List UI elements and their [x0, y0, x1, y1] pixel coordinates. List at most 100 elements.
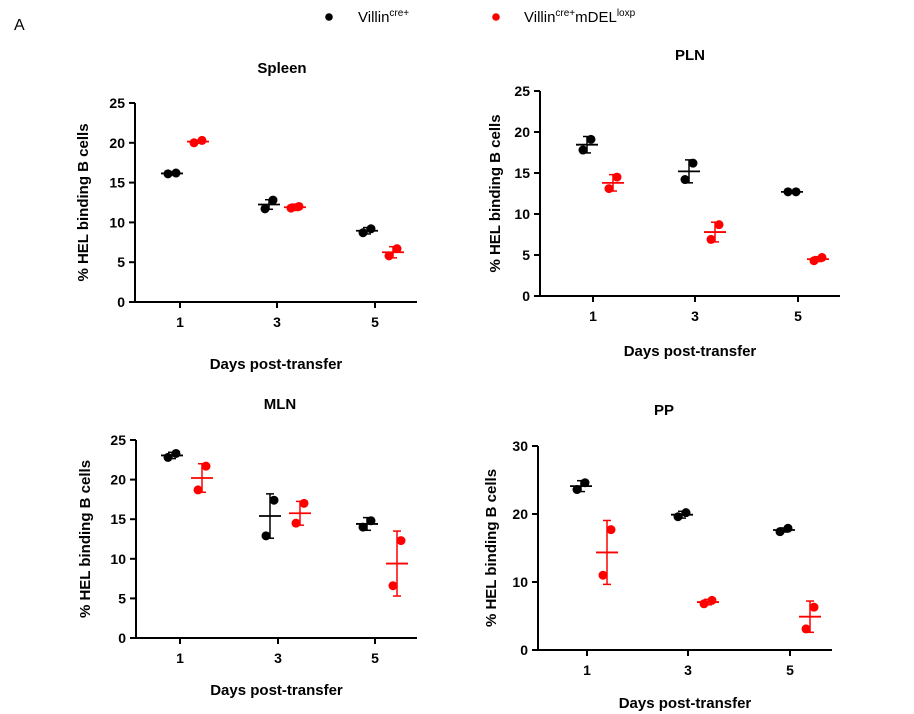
data-point	[783, 523, 793, 533]
series-control	[576, 134, 803, 197]
y-tick-label: 15	[110, 511, 126, 527]
legend-label-suffix: mDEL	[575, 9, 617, 26]
chart-pln: PLN 0 5 10 15 20 25 1 3 5 Days post-transfer % HEL …	[487, 47, 840, 360]
series-control	[570, 478, 795, 537]
data-point	[396, 536, 406, 546]
series-mutant	[596, 519, 821, 634]
x-tick-label: 5	[786, 662, 794, 678]
x-tick-label: 1	[176, 314, 184, 330]
y-tick-label: 10	[109, 214, 125, 230]
legend-label: Villincre+mDELloxp	[524, 8, 636, 26]
y-tick-label: 0	[117, 294, 125, 310]
data-point	[286, 203, 296, 213]
legend-label-superscript: cre+	[389, 8, 409, 19]
x-tick-label: 5	[794, 308, 802, 324]
data-point	[706, 234, 716, 244]
data-point	[572, 485, 582, 495]
x-tick-label: 3	[691, 308, 699, 324]
y-tick-label: 10	[512, 574, 528, 590]
data-point	[578, 145, 588, 155]
data-point	[681, 508, 691, 518]
data-point	[606, 525, 616, 535]
data-point	[260, 204, 270, 214]
data-point	[783, 187, 793, 197]
chart-spleen: Spleen 0 5 10 15 20 25 1 3 5 Days post-transfer % H…	[75, 60, 417, 373]
series-mutant	[191, 461, 408, 597]
data-point	[171, 168, 181, 178]
legend: Villincre+ Villincre+mDELloxp	[325, 8, 636, 26]
y-tick-label: 0	[522, 288, 530, 304]
data-point	[714, 220, 724, 230]
legend-label: Villincre+	[358, 8, 409, 26]
chart-title: Spleen	[257, 60, 306, 77]
data-point	[707, 595, 717, 605]
legend-marker	[325, 13, 333, 21]
legend-label-superscript: cre+	[555, 8, 575, 19]
data-point	[201, 461, 211, 471]
y-tick-label: 25	[514, 83, 530, 99]
data-point	[775, 527, 785, 537]
y-tick-label: 5	[118, 590, 126, 606]
y-tick-label: 20	[109, 135, 125, 151]
data-point	[801, 624, 811, 634]
x-tick-label: 1	[176, 650, 184, 666]
data-point	[598, 570, 608, 580]
chart-title: PLN	[675, 47, 705, 64]
panel-label: A	[14, 17, 25, 34]
data-point	[817, 252, 827, 262]
data-point	[388, 581, 398, 591]
data-point	[193, 485, 203, 495]
data-point	[392, 244, 402, 254]
y-tick-label: 20	[512, 506, 528, 522]
data-point	[688, 158, 698, 168]
x-tick-label: 5	[371, 314, 379, 330]
x-tick-label: 3	[684, 662, 692, 678]
data-point	[809, 602, 819, 612]
y-tick-label: 20	[514, 124, 530, 140]
data-point	[171, 448, 181, 458]
x-axis-label: Days post-transfer	[210, 356, 343, 373]
y-tick-label: 10	[514, 206, 530, 222]
data-point	[163, 169, 173, 179]
data-point	[586, 134, 596, 144]
legend-marker	[492, 13, 500, 21]
chart-title: PP	[654, 402, 674, 419]
y-axis-label: % HEL binding B cells	[75, 123, 92, 281]
y-tick-label: 15	[109, 175, 125, 191]
x-tick-label: 3	[273, 314, 281, 330]
data-point	[699, 599, 709, 609]
data-point	[580, 478, 590, 488]
y-tick-label: 5	[117, 254, 125, 270]
chart-mln: MLN 0 5 10 15 20 25 1 3 5 Days post-transfer % HEL …	[77, 396, 417, 699]
y-tick-label: 5	[522, 247, 530, 263]
data-point	[809, 256, 819, 266]
x-axis-label: Days post-transfer	[210, 682, 343, 699]
data-point	[261, 531, 271, 541]
y-tick-label: 10	[110, 551, 126, 567]
series-control	[161, 168, 378, 238]
data-point	[294, 201, 304, 211]
y-tick-label: 25	[110, 432, 126, 448]
series-mutant	[602, 172, 829, 266]
data-point	[358, 522, 368, 532]
data-point	[680, 175, 690, 185]
x-tick-label: 5	[371, 650, 379, 666]
y-tick-label: 15	[514, 165, 530, 181]
y-axis-label: % HEL binding B cells	[483, 469, 500, 627]
chart-title: MLN	[264, 396, 297, 413]
x-tick-label: 3	[274, 650, 282, 666]
x-tick-label: 1	[583, 662, 591, 678]
legend-label-suffix-superscript: loxp	[617, 8, 636, 19]
legend-label-base: Villin	[358, 9, 389, 26]
data-point	[791, 187, 801, 197]
y-tick-label: 25	[109, 95, 125, 111]
data-point	[163, 452, 173, 462]
data-point	[299, 498, 309, 508]
legend-label-base: Villin	[524, 9, 555, 26]
x-axis-label: Days post-transfer	[624, 343, 757, 360]
y-tick-label: 20	[110, 472, 126, 488]
data-point	[268, 195, 278, 205]
data-point	[604, 184, 614, 194]
